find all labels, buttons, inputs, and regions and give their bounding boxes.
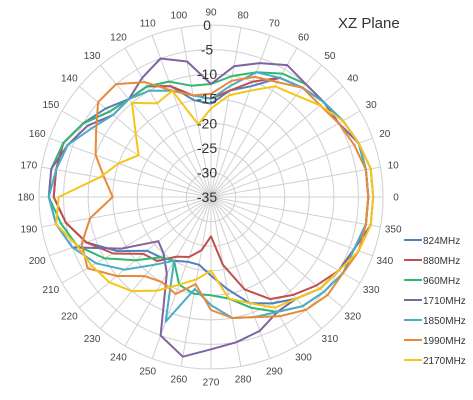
angle-tick-label: 190 — [20, 225, 37, 236]
angle-tick-label: 150 — [42, 100, 59, 111]
angle-tick-label: 300 — [295, 353, 312, 364]
angle-tick-label: 170 — [20, 160, 37, 171]
legend: 824MHz 880MHz 960MHz 1710MHz 1850MHz 1990MHz 2… — [404, 236, 466, 367]
grid-spoke — [41, 166, 212, 198]
chart-title: XZ Plane — [338, 15, 400, 32]
angle-tick-label: 110 — [140, 19, 156, 30]
radial-tick-label: -20 — [197, 115, 217, 131]
grid-spoke — [210, 27, 242, 198]
angle-tick-label: 290 — [266, 366, 283, 377]
legend-label: 824MHz — [423, 236, 460, 247]
angle-tick-label: 120 — [110, 32, 127, 43]
legend-label: 1710MHz — [423, 296, 466, 307]
series-line-1850MHz — [47, 71, 370, 323]
angle-tick-label: 140 — [61, 74, 78, 85]
grid-spoke — [180, 27, 212, 198]
legend-label: 1850MHz — [423, 316, 466, 327]
angle-tick-label: 250 — [139, 366, 156, 377]
grid-spoke — [78, 86, 212, 198]
radial-tick-label: -25 — [197, 140, 217, 156]
radial-tick-label: -10 — [197, 66, 217, 82]
angle-tick-label: 270 — [203, 378, 220, 389]
grid-spoke — [100, 196, 212, 330]
angle-tick-label: 90 — [205, 8, 217, 19]
radial-tick-labels: 0 -5 -10 -15 -20 -25 -30 -35 — [197, 17, 217, 205]
grid-spoke — [210, 196, 242, 367]
angle-tick-label: 220 — [61, 311, 78, 322]
angle-tick-label: 260 — [171, 375, 188, 386]
angle-tick-label: 130 — [84, 51, 101, 62]
angle-tick-label: 210 — [42, 285, 59, 296]
radial-tick-label: 0 — [203, 17, 211, 33]
grid-spoke — [151, 35, 212, 198]
angle-tick-labels: 0 10 20 30 40 50 60 70 80 90 100 110 120 130 140 150 160… — [18, 8, 402, 389]
angle-tick-label: 10 — [388, 160, 400, 171]
angle-tick-label: 330 — [363, 285, 380, 296]
grid-spoke — [49, 137, 212, 198]
angle-tick-label: 50 — [324, 51, 336, 62]
legend-label: 1990MHz — [423, 336, 466, 347]
angle-tick-label: 350 — [385, 225, 402, 236]
angle-tick-label: 160 — [29, 129, 46, 140]
series-lines — [47, 57, 375, 358]
grid-spoke — [124, 47, 212, 198]
angle-tick-label: 80 — [238, 10, 250, 21]
legend-label: 2170MHz — [423, 356, 466, 367]
grid-spoke — [210, 196, 361, 284]
angle-tick-label: 280 — [235, 375, 252, 386]
angle-tick-label: 20 — [379, 129, 391, 140]
angle-tick-label: 40 — [347, 74, 359, 85]
angle-tick-label: 70 — [269, 19, 281, 30]
angle-tick-label: 310 — [322, 334, 339, 345]
angle-tick-label: 100 — [171, 10, 188, 21]
grid-spoke — [180, 196, 212, 367]
grid-spoke — [41, 196, 212, 228]
grid-spoke — [210, 196, 381, 228]
angle-tick-label: 0 — [393, 193, 399, 204]
angle-tick-label: 60 — [298, 32, 310, 43]
series-line-2170MHz — [55, 85, 375, 309]
legend-label: 880MHz — [423, 256, 460, 267]
legend-label: 960MHz — [423, 276, 460, 287]
grid-spoke — [210, 196, 298, 347]
angle-tick-label: 230 — [84, 334, 101, 345]
grid-spoke — [210, 137, 373, 198]
series-line-1990MHz — [80, 75, 370, 319]
angle-tick-label: 200 — [29, 256, 46, 267]
radial-tick-label: -5 — [201, 42, 214, 58]
radial-tick-label: -30 — [197, 164, 217, 180]
radial-tick-label: -15 — [197, 91, 217, 107]
grid-spoke — [210, 110, 361, 198]
angle-tick-label: 180 — [18, 193, 35, 204]
angle-tick-label: 240 — [110, 353, 127, 364]
grid-spoke — [151, 196, 212, 359]
radial-tick-label: -35 — [197, 189, 217, 205]
grid-spoke — [210, 166, 381, 198]
angle-tick-label: 320 — [344, 311, 361, 322]
grid-spoke — [78, 196, 212, 308]
grid-spoke — [100, 64, 212, 198]
angle-tick-label: 340 — [376, 256, 393, 267]
grid-spoke — [210, 196, 373, 257]
grid-spoke — [124, 196, 212, 347]
angle-tick-label: 30 — [366, 100, 378, 111]
